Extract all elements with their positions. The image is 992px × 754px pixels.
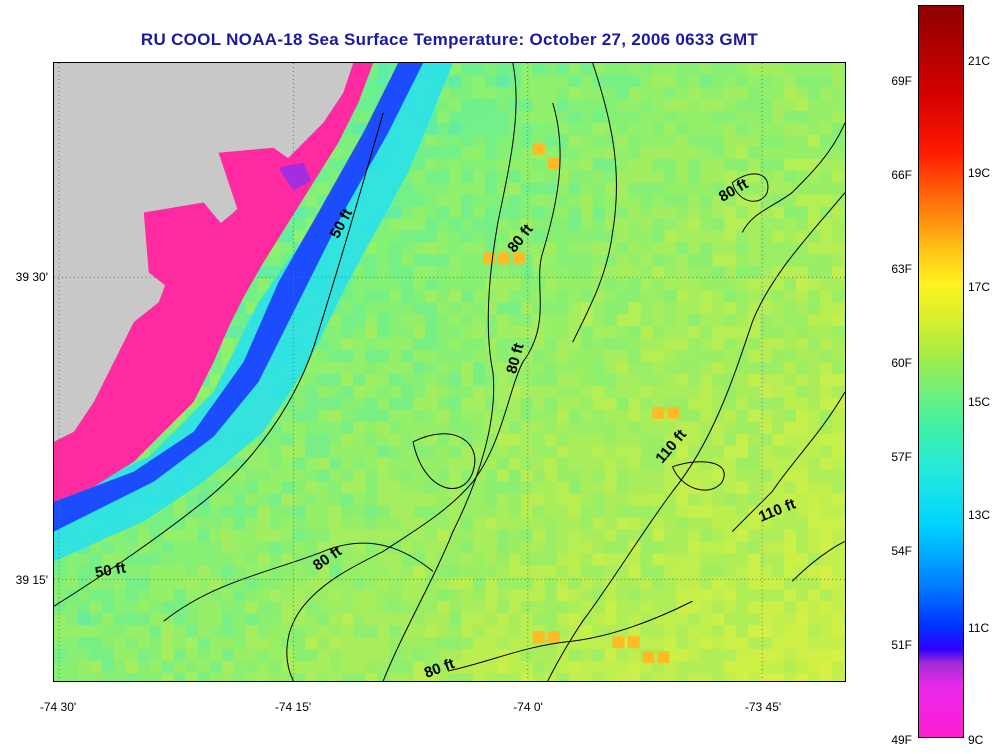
- longitude-label: -73 45': [744, 700, 782, 714]
- longitude-label: -74 0': [513, 700, 543, 714]
- latitude-label: 39 15': [15, 573, 48, 587]
- colorbar-celsius-label: 9C: [968, 733, 984, 747]
- longitude-label: -74 30': [39, 700, 77, 714]
- colorbar-fahrenheit-label: 51F: [891, 638, 912, 652]
- coastal-cold-band: [54, 63, 424, 532]
- colorbar-fahrenheit-label: 66F: [891, 168, 912, 182]
- sst-map: [53, 62, 846, 682]
- colorbar-fahrenheit-label: 49F: [891, 733, 912, 747]
- graticule: [54, 63, 845, 681]
- latitude-label: 39 30': [15, 270, 48, 284]
- colorbar-fahrenheit-label: 69F: [891, 74, 912, 88]
- colorbar-celsius-label: 15C: [968, 395, 991, 409]
- colorbar-celsius-label: 21C: [968, 54, 991, 68]
- colorbar-fahrenheit-label: 54F: [891, 544, 912, 558]
- bathymetry-contours: [54, 63, 845, 681]
- sst-map-canvas: [54, 63, 845, 681]
- bay-warm-patch-2: [218, 147, 309, 213]
- colorbar-fahrenheit-label: 63F: [891, 262, 912, 276]
- colorbar-fahrenheit-label: 57F: [891, 450, 912, 464]
- temperature-colorbar: [918, 5, 964, 738]
- colorbar-celsius-label: 19C: [968, 166, 991, 180]
- colorbar-celsius-label: 13C: [968, 508, 991, 522]
- map-title: RU COOL NOAA-18 Sea Surface Temperature:…: [140, 30, 759, 49]
- bay-warm-patch: [143, 202, 229, 293]
- colorbar-celsius-label: 17C: [968, 280, 991, 294]
- longitude-label: -74 15': [274, 700, 312, 714]
- colorbar-fahrenheit-label: 60F: [891, 356, 912, 370]
- colorbar-celsius-label: 11C: [968, 621, 990, 635]
